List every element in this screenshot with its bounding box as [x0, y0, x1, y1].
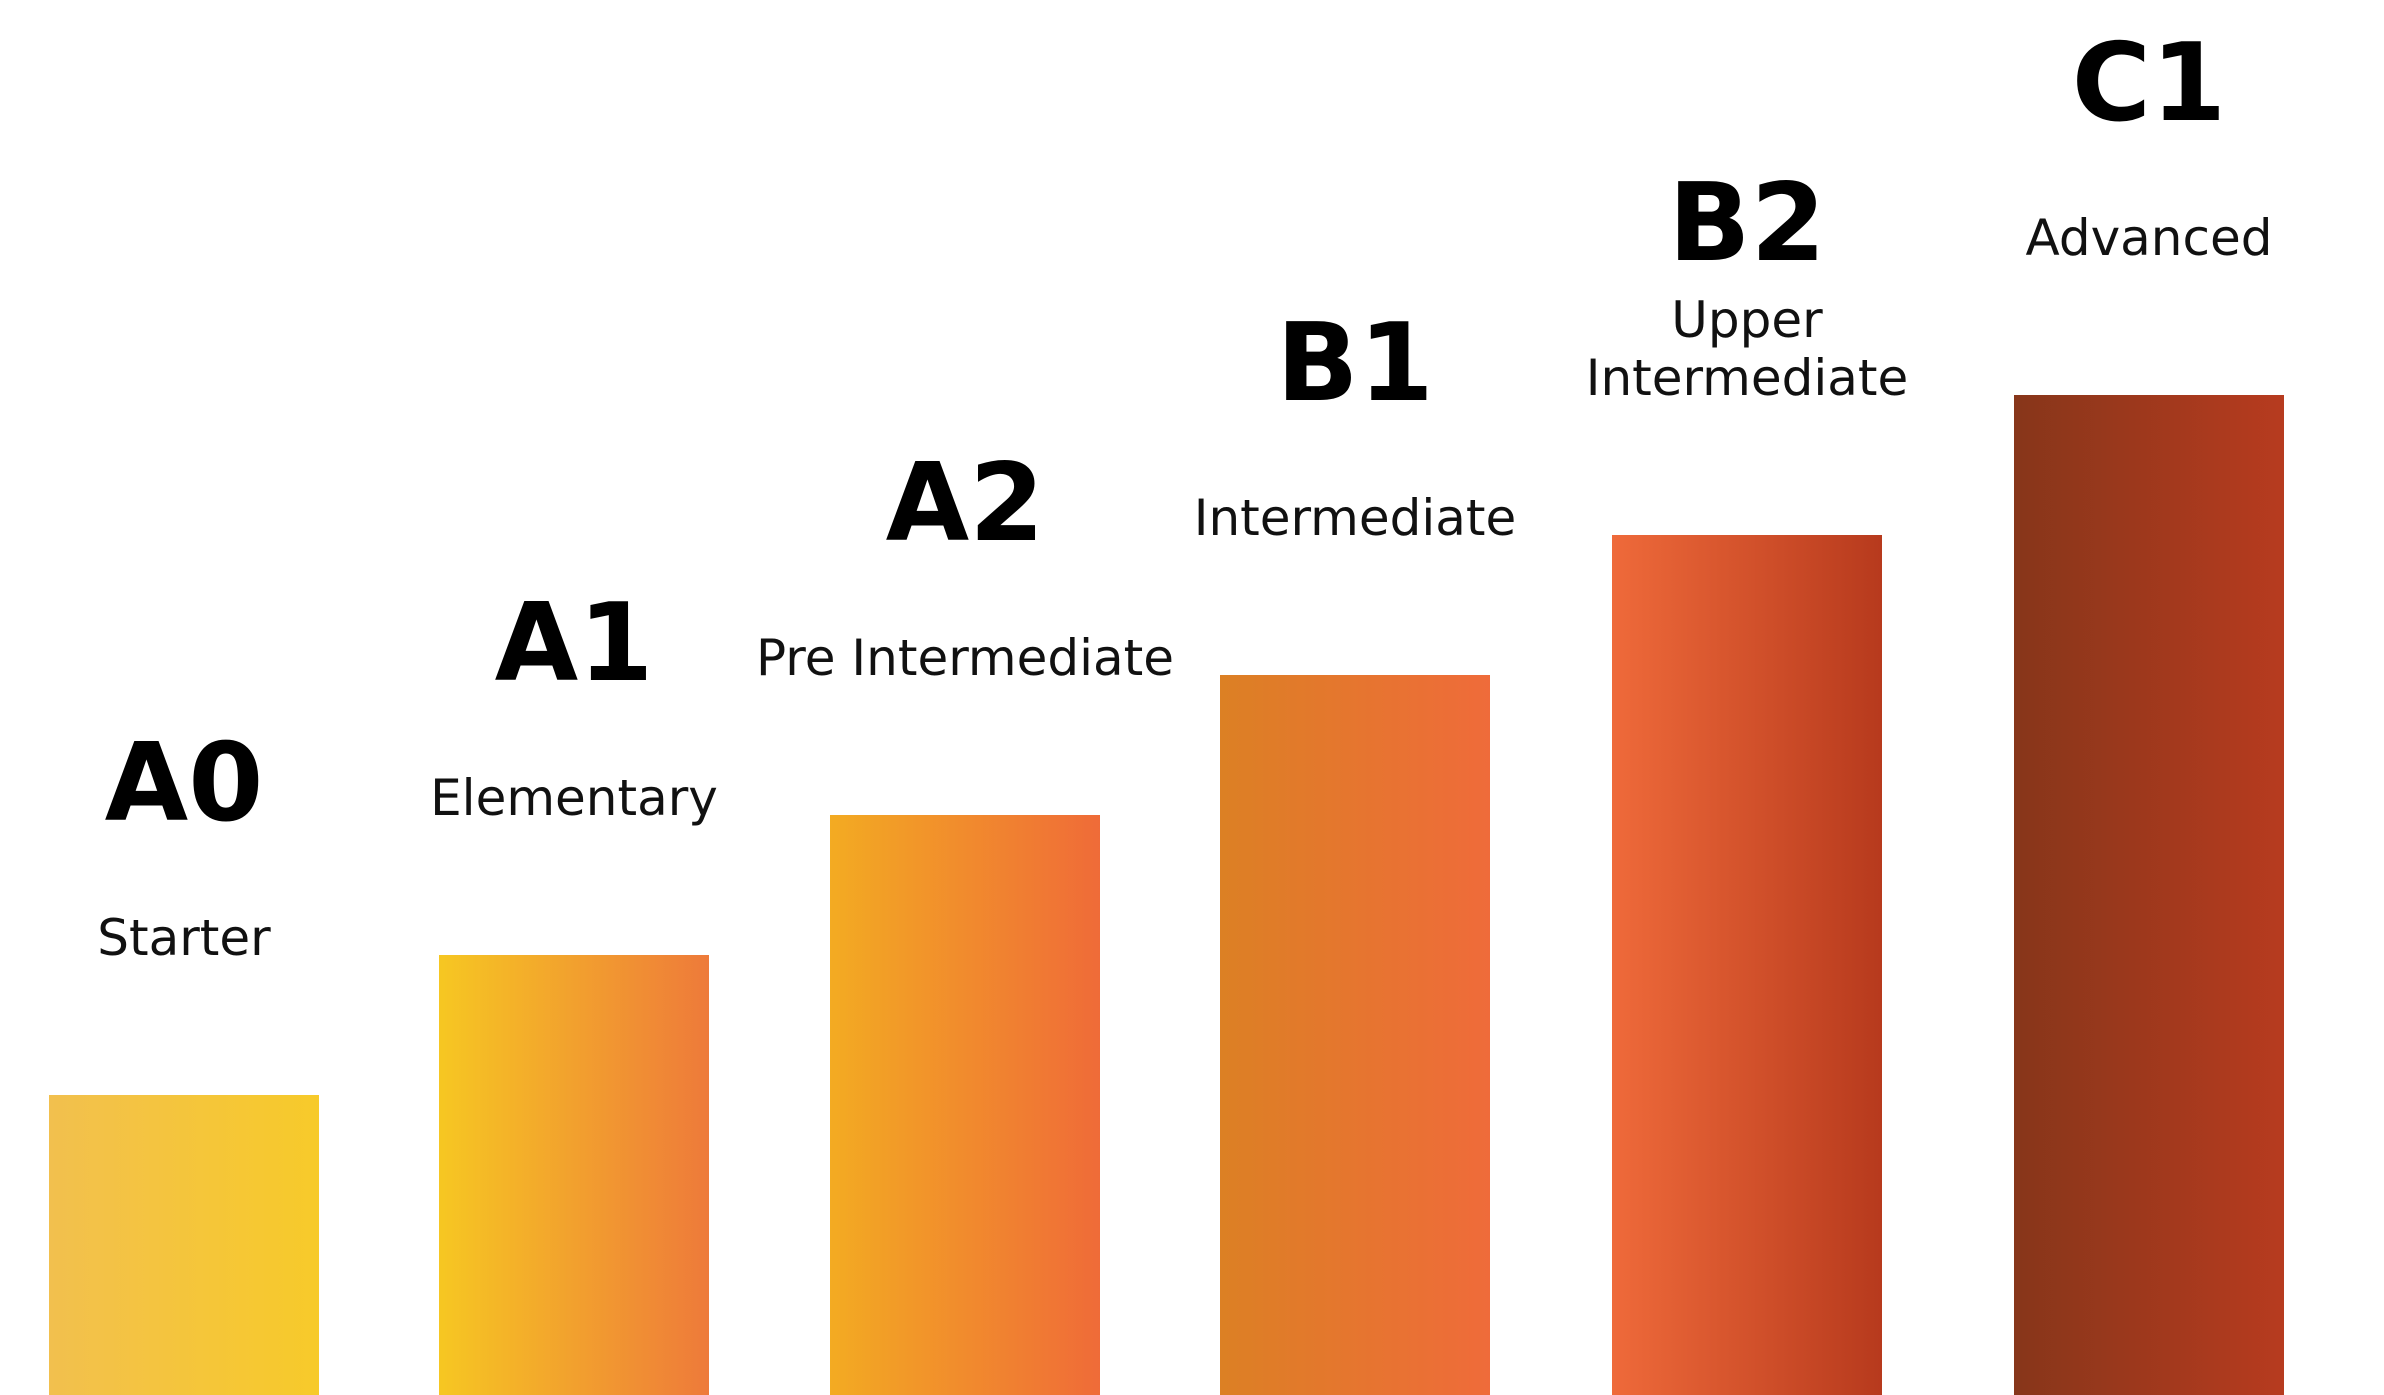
level-name-a1: Elementary: [430, 769, 718, 827]
level-code-b1: B1: [1276, 301, 1433, 426]
level-code-c1: C1: [2072, 21, 2226, 146]
bar-c1: [2014, 395, 2284, 1395]
labels-layer: A0 Starter A1 Elementary A2 Pre Intermediate B…: [97, 21, 2272, 967]
level-code-a1: A1: [495, 581, 654, 706]
bar-a2: [830, 815, 1100, 1395]
bars-layer: [49, 395, 2284, 1395]
level-name-b2-line-1: Upper: [1671, 291, 1823, 349]
level-code-b2: B2: [1668, 161, 1825, 286]
level-name-b2-line-2: Intermediate: [1586, 349, 1909, 407]
bar-b1: [1220, 675, 1490, 1395]
bar-a1: [439, 955, 709, 1395]
level-name-a2: Pre Intermediate: [756, 629, 1174, 687]
level-code-a2: A2: [886, 441, 1045, 566]
level-code-a0: A0: [105, 721, 264, 846]
level-name-a0: Starter: [97, 909, 271, 967]
level-name-c1: Advanced: [2026, 209, 2273, 267]
bar-a0: [49, 1095, 319, 1395]
bar-b2: [1612, 535, 1882, 1395]
level-name-b1: Intermediate: [1194, 489, 1517, 547]
